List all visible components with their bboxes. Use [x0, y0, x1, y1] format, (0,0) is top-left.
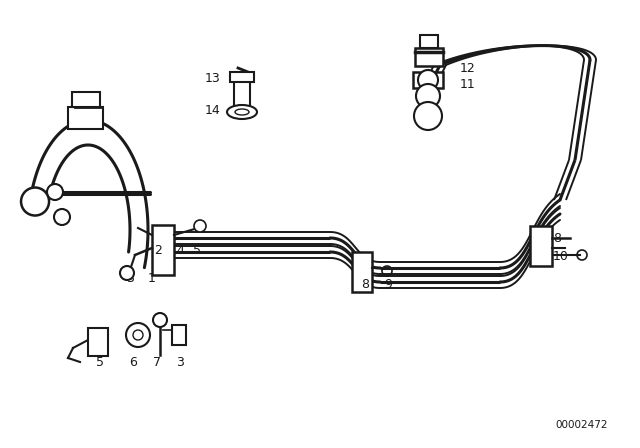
Bar — [420, 35, 438, 48]
Circle shape — [194, 220, 206, 232]
Circle shape — [577, 250, 587, 260]
Text: 5: 5 — [96, 357, 104, 370]
Circle shape — [418, 70, 438, 90]
Text: 3: 3 — [126, 271, 134, 284]
Text: 2: 2 — [154, 244, 162, 257]
Circle shape — [47, 184, 63, 200]
Circle shape — [382, 266, 392, 276]
Circle shape — [414, 102, 442, 130]
Circle shape — [54, 209, 70, 225]
Text: 13: 13 — [204, 72, 220, 85]
Text: 11: 11 — [460, 78, 476, 90]
Text: 10: 10 — [553, 250, 569, 263]
Text: 7: 7 — [153, 357, 161, 370]
Circle shape — [126, 323, 150, 347]
Text: 1: 1 — [148, 271, 156, 284]
Ellipse shape — [235, 109, 249, 115]
Circle shape — [21, 188, 49, 215]
Text: 8: 8 — [361, 279, 369, 292]
Text: 9: 9 — [384, 279, 392, 292]
Bar — [72, 92, 100, 107]
Text: 4: 4 — [176, 244, 184, 257]
Ellipse shape — [227, 105, 257, 119]
Circle shape — [133, 330, 143, 340]
Circle shape — [120, 266, 134, 280]
Bar — [530, 226, 552, 266]
Text: 12: 12 — [460, 61, 476, 74]
Text: 00002472: 00002472 — [556, 420, 608, 430]
Bar — [88, 328, 108, 356]
Circle shape — [153, 313, 167, 327]
Bar — [234, 78, 250, 106]
Text: 3: 3 — [176, 357, 184, 370]
Text: 14: 14 — [204, 103, 220, 116]
Bar — [230, 72, 254, 82]
Text: 8: 8 — [553, 232, 561, 245]
Bar — [68, 107, 103, 129]
Bar — [352, 252, 372, 292]
Bar — [172, 325, 186, 345]
Text: 5: 5 — [193, 244, 201, 257]
Text: 6: 6 — [129, 357, 137, 370]
Bar — [415, 48, 443, 66]
Circle shape — [416, 84, 440, 108]
Bar — [413, 72, 443, 88]
Bar — [152, 225, 174, 275]
